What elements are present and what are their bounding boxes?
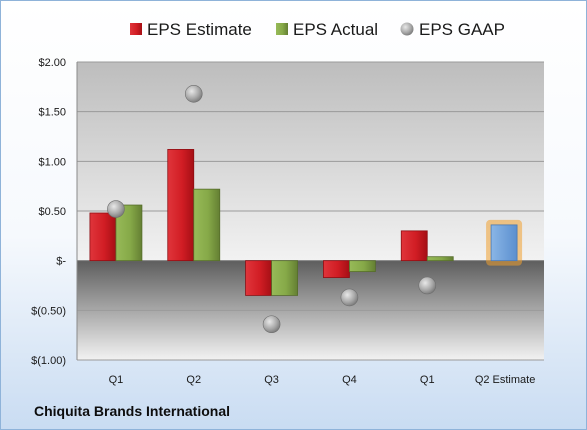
y-axis-ticks: $2.00 $1.50 $1.00 $0.50 $- $(0.50) $(1.00) xyxy=(31,57,66,367)
x-tick-label: Q1 xyxy=(109,374,124,386)
gridlines xyxy=(76,61,544,361)
marker-eps-gaap xyxy=(107,200,125,218)
y-tick-label: $1.00 xyxy=(38,156,66,168)
bar-eps-actual xyxy=(426,256,454,262)
marker-eps-gaap xyxy=(262,315,281,334)
y-tick-label: $0.50 xyxy=(38,206,66,218)
y-tick-label: $2.00 xyxy=(38,57,66,69)
y-tick-label: $(1.00) xyxy=(31,355,66,367)
legend-estimate-swatch xyxy=(130,23,142,35)
x-tick-label: Q3 xyxy=(264,374,279,386)
bar-eps-estimate xyxy=(323,260,350,278)
marker-eps-gaap xyxy=(340,288,359,307)
legend-estimate-label: EPS Estimate xyxy=(147,20,252,39)
gaap-markers xyxy=(107,84,437,334)
company-name: Chiquita Brands International xyxy=(34,403,231,419)
bar-eps-actual xyxy=(349,260,376,272)
bar-eps-estimate xyxy=(245,260,272,296)
legend-actual-label: EPS Actual xyxy=(293,20,378,39)
x-tick-label: Q2 xyxy=(186,374,201,386)
x-axis-ticks: Q1 Q2 Q3 Q4 Q1 Q2 Estimate xyxy=(109,374,536,386)
x-tick-label: Q2 Estimate xyxy=(475,374,536,386)
bar-eps-estimate xyxy=(89,212,117,262)
legend-actual-swatch xyxy=(276,23,288,35)
x-tick-label: Q1 xyxy=(420,374,435,386)
marker-eps-gaap xyxy=(418,276,437,295)
y-tick-label: $1.50 xyxy=(38,107,66,119)
y-tick-label: $- xyxy=(56,256,66,268)
bar-eps-actual xyxy=(115,204,143,262)
legend-gaap-swatch xyxy=(400,22,414,36)
y-tick-label: $(0.50) xyxy=(31,305,66,317)
bar-eps-actual xyxy=(193,188,221,262)
x-tick-label: Q4 xyxy=(342,374,357,386)
bar-eps-actual xyxy=(271,260,298,296)
bars xyxy=(89,149,523,296)
bar-eps-estimate xyxy=(400,230,428,262)
legend: EPS Estimate EPS Actual EPS GAAP xyxy=(130,20,505,39)
bar-eps-estimate-projected xyxy=(490,224,518,262)
legend-gaap-label: EPS GAAP xyxy=(419,20,505,39)
marker-eps-gaap xyxy=(184,84,203,103)
bar-eps-estimate xyxy=(167,149,195,262)
